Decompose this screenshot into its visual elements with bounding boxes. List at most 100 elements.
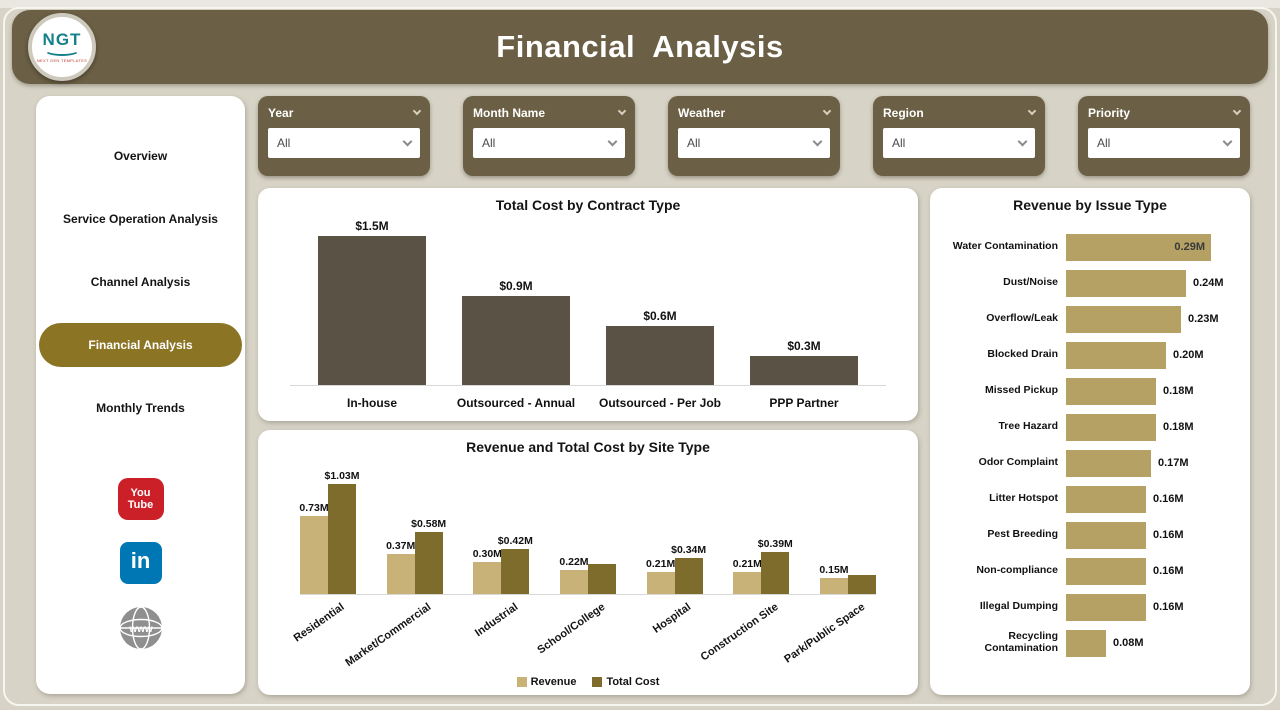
bar-value-label: 0.08M: [1113, 637, 1144, 649]
revenue-bar[interactable]: 0.29M: [1066, 233, 1211, 261]
x-axis-line: [290, 385, 886, 386]
month-name-dropdown[interactable]: All: [473, 128, 625, 158]
region-dropdown[interactable]: All: [883, 128, 1035, 158]
bar-value-label: $0.34M: [671, 544, 707, 556]
revenue-total-cost-by-site-type-card: Revenue and Total Cost by Site Type 0.73…: [258, 430, 918, 695]
total-cost-bar[interactable]: [674, 558, 703, 594]
bar-value-label: 0.21M: [732, 558, 762, 570]
dropdown-value: All: [277, 136, 291, 150]
chevron-down-icon[interactable]: [617, 106, 627, 116]
youtube-text-line2: Tube: [127, 499, 154, 511]
revenue-bar[interactable]: [559, 570, 588, 594]
total-cost-bar[interactable]: [587, 564, 616, 594]
issue-row: Missed Pickup 0.18M: [936, 373, 1250, 409]
revenue-bar[interactable]: [473, 562, 502, 594]
revenue-bar[interactable]: [1066, 341, 1166, 369]
revenue-bar[interactable]: [1066, 269, 1186, 297]
total-cost-bar[interactable]: [462, 296, 570, 386]
total-cost-bar[interactable]: [318, 236, 426, 386]
revenue-bar[interactable]: [733, 572, 762, 594]
revenue-bar[interactable]: [1066, 377, 1156, 405]
bar-value-label: 0.37M: [386, 540, 416, 552]
legend-label: Total Cost: [606, 676, 660, 688]
bar-category-label: Dust/Noise: [1003, 276, 1058, 289]
revenue-bar[interactable]: [1066, 593, 1146, 621]
bar-value-label: 0.30M: [472, 548, 502, 560]
priority-dropdown[interactable]: All: [1088, 128, 1240, 158]
bar-category-label: School/College: [535, 595, 616, 661]
issue-row: Dust/Noise 0.24M: [936, 265, 1250, 301]
bar-value-label: $0.58M: [411, 518, 447, 530]
legend-label: Revenue: [530, 676, 577, 688]
bar-category-label: In-house: [347, 395, 397, 410]
total-cost-bar[interactable]: [761, 552, 790, 594]
chart-title: Total Cost by Contract Type: [495, 197, 681, 213]
revenue-bar[interactable]: [646, 572, 675, 594]
revenue-bar[interactable]: [1066, 521, 1146, 549]
revenue-bar[interactable]: [1066, 305, 1181, 333]
revenue-bar[interactable]: [1066, 485, 1146, 513]
chevron-down-icon[interactable]: [412, 106, 422, 116]
year-dropdown[interactable]: All: [268, 128, 420, 158]
bar-category-text: Construction Site: [698, 601, 781, 664]
chevron-down-icon[interactable]: [822, 106, 832, 116]
total-cost-bar[interactable]: [414, 532, 443, 594]
total-cost-bar[interactable]: [501, 549, 530, 594]
youtube-icon[interactable]: You Tube: [117, 478, 164, 520]
revenue-bar[interactable]: [1066, 449, 1151, 477]
filter-header: Priority: [1088, 106, 1242, 120]
bar-column: $1.5M In-house: [318, 219, 426, 413]
chart-title: Revenue by Issue Type: [1013, 197, 1167, 213]
bar-wrap: 0.15M: [819, 564, 849, 594]
filter-header: Year: [268, 106, 422, 120]
sidebar-item-overview[interactable]: Overview: [113, 149, 168, 163]
sidebar-item-channel-analysis[interactable]: Channel Analysis: [90, 275, 191, 289]
globe-icon[interactable]: www: [118, 606, 163, 650]
total-cost-bar[interactable]: [847, 575, 876, 594]
bar-category-label: Overflow/Leak: [986, 312, 1058, 325]
bar-column: $0.3M PPP Partner: [750, 339, 858, 413]
revenue-bar[interactable]: [819, 578, 848, 594]
total-cost-bar[interactable]: [750, 356, 858, 386]
chevron-down-icon[interactable]: [1027, 106, 1037, 116]
bar-category-label: Litter Hotspot: [989, 492, 1058, 505]
sidebar-item-monthly-trends[interactable]: Monthly Trends: [96, 401, 185, 415]
filter-header: Region: [883, 106, 1037, 120]
site-type-chart: 0.73M $1.03M 0.37M $0.58M 0.30M $0.42M 0.22M 0.…: [299, 461, 876, 595]
site-type-axis-labels: Residential Market/Commercial Industrial Sc…: [292, 595, 876, 669]
sidebar-item-service-operation-analysis[interactable]: Service Operation Analysis: [63, 212, 218, 226]
total-cost-bar[interactable]: [606, 326, 714, 386]
sidebar-nav: Overview Service Operation Analysis Chan…: [36, 96, 245, 430]
bar-category-label: Construction Site: [698, 595, 789, 663]
revenue-bar[interactable]: [1066, 557, 1146, 585]
bar-category-label: Residential: [292, 595, 356, 661]
bar-category-label: Industrial: [473, 595, 529, 661]
issue-row: Illegal Dumping 0.16M: [936, 589, 1250, 625]
revenue-bar[interactable]: [1066, 629, 1106, 657]
issue-row: Odor Complaint 0.17M: [936, 445, 1250, 481]
weather-dropdown[interactable]: All: [678, 128, 830, 158]
dropdown-value: All: [892, 136, 906, 150]
bar-category-label: Market/Commercial: [344, 595, 443, 669]
revenue-by-issue-type-card: Revenue by Issue Type Water Contaminatio…: [930, 188, 1250, 695]
total-cost-bar[interactable]: [328, 484, 356, 594]
bar-category-label: Missed Pickup: [985, 384, 1058, 397]
linkedin-icon[interactable]: in: [119, 542, 162, 584]
revenue-bar[interactable]: [386, 554, 415, 594]
bar-group: 0.30M $0.42M: [472, 535, 533, 594]
bar-value-label: 0.17M: [1158, 457, 1189, 469]
bar-group: 0.22M: [559, 556, 616, 594]
chevron-down-icon[interactable]: [1232, 106, 1242, 116]
bar-value-label: $0.42M: [497, 535, 533, 547]
sidebar-item-financial-analysis[interactable]: Financial Analysis: [39, 323, 242, 367]
revenue-bar[interactable]: [1066, 413, 1156, 441]
legend-item-revenue: Revenue: [516, 676, 577, 688]
revenue-bar[interactable]: [300, 516, 328, 594]
issue-row: Litter Hotspot 0.16M: [936, 481, 1250, 517]
bar-category-text: School/College: [534, 601, 607, 657]
dropdown-value: All: [482, 136, 496, 150]
bar-wrap: $0.58M: [411, 518, 446, 594]
youtube-text-line1: You: [130, 486, 151, 499]
bar-wrap: $0.34M: [671, 544, 706, 594]
